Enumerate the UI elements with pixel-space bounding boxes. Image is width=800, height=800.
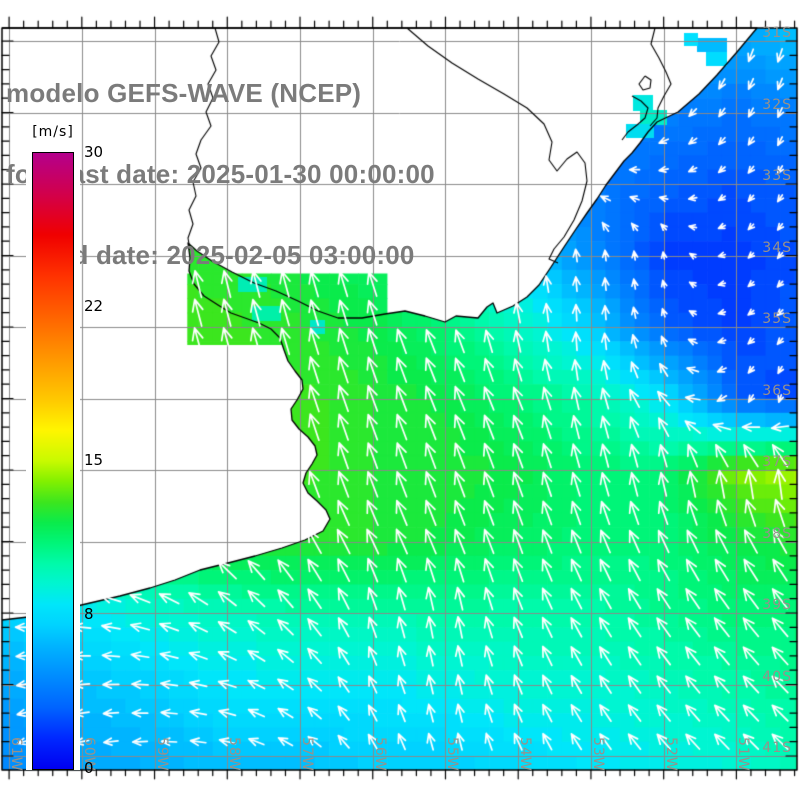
map-title-block: modelo GEFS-WAVE (NCEP) forecast date: 2… xyxy=(6,26,435,323)
forecast-date-line: forecast date: 2025-01-30 00:00:00 xyxy=(6,159,435,189)
colorbar-gradient xyxy=(32,152,74,770)
model-title: modelo GEFS-WAVE (NCEP) xyxy=(6,78,362,108)
colorbar-unit-label: [m/s] xyxy=(32,124,74,140)
colorbar: [m/s] xyxy=(26,118,80,770)
